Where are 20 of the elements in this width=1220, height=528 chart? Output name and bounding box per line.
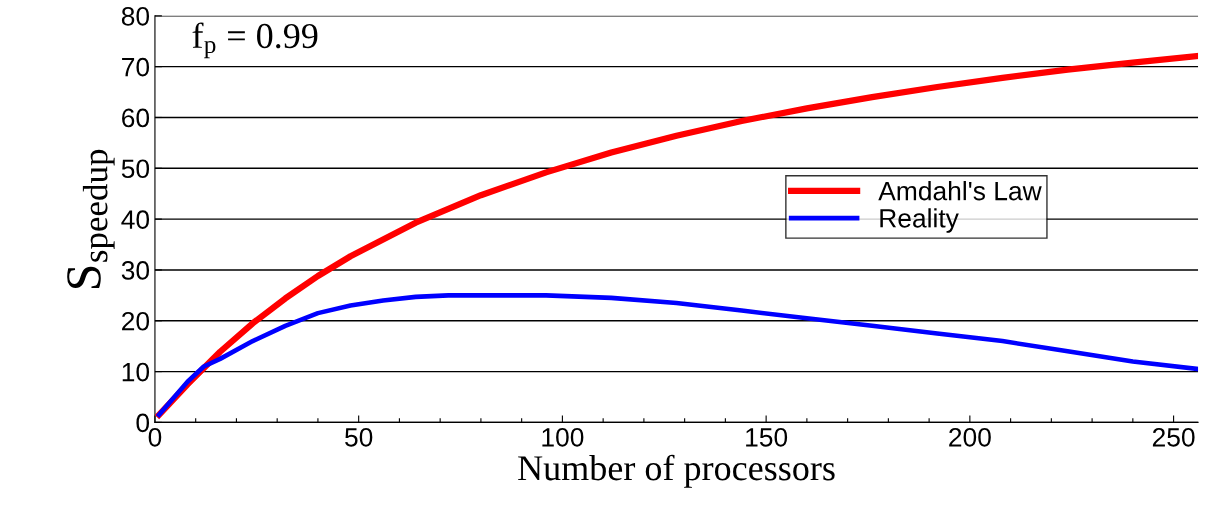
x-tick-label: 250: [1152, 427, 1195, 447]
y-tick-label: 60: [122, 108, 150, 128]
y-tick-label: 10: [122, 362, 150, 382]
x-axis-title: Number of processors: [518, 454, 835, 488]
legend-label: Amdahl's Law: [878, 181, 1042, 201]
legend-label: Reality: [880, 208, 959, 233]
y-tick-label: 70: [122, 57, 150, 77]
y-tick-label: 50: [121, 159, 150, 179]
x-tick-label: 100: [542, 427, 584, 447]
y-tick-label: 20: [122, 311, 150, 331]
x-tick-label: 200: [949, 427, 991, 447]
annotation: f$_{p}$ = 0.99: [192, 22, 318, 59]
y-axis-title: S$_{speedup}$: [67, 149, 115, 289]
y-tick-label: 30: [121, 261, 150, 280]
y-tick-label: 40: [121, 210, 150, 229]
x-tick-label: 50: [345, 427, 373, 447]
y-tick-label: 80: [121, 6, 150, 26]
line-series: [156, 293, 1199, 418]
x-tick-label: 150: [746, 427, 788, 447]
y-tick-label: 0: [136, 413, 150, 433]
